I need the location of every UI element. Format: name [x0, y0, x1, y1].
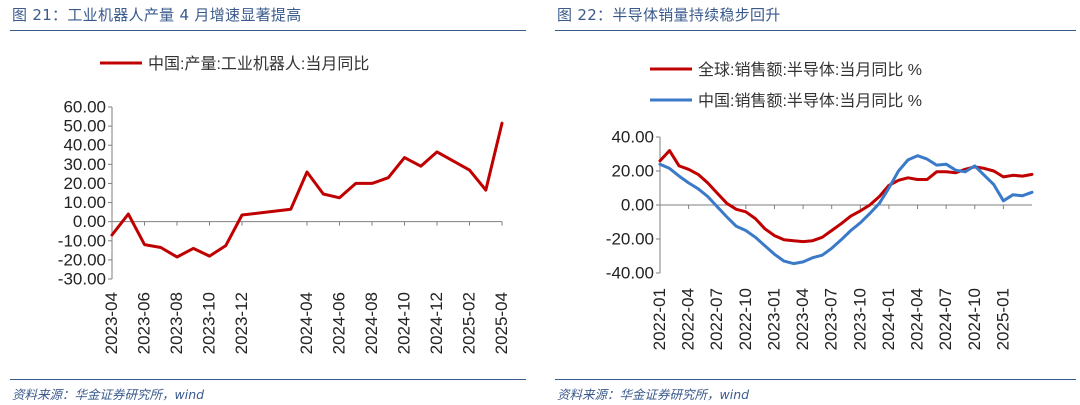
source-note: 资料来源：华金证券研究所，wind — [557, 387, 750, 402]
x-tick-label: 2022-04 — [679, 288, 698, 350]
x-tick-label: 2025-01 — [993, 288, 1012, 350]
x-tick-label: 2025-04 — [492, 292, 511, 354]
x-tick-label: 2024-10 — [965, 288, 984, 350]
x-tick-label: 2024-10 — [395, 292, 414, 354]
x-tick-label: 2023-08 — [167, 292, 186, 354]
y-tick-label: -30.00 — [58, 270, 106, 289]
x-tick-label: 2024-12 — [427, 292, 446, 354]
x-tick-label: 2024-01 — [879, 288, 898, 350]
x-tick-label: 2023-10 — [200, 292, 219, 354]
x-tick-label: 2024-04 — [908, 288, 927, 350]
x-tick-label: 2023-12 — [232, 292, 251, 354]
y-tick-label: 50.00 — [63, 117, 106, 136]
series-line — [110, 121, 504, 259]
source-divider — [10, 379, 526, 380]
chart-panel-robot-output: 图 21：工业机器人产量 4 月增速显著提高 60.00 50.00 40.00 30… — [0, 0, 530, 405]
y-tick-label: -20.00 — [606, 230, 654, 249]
y-tick-label: 60.00 — [63, 98, 106, 117]
y-tick-label: 10.00 — [63, 193, 106, 212]
y-tick-label: -20.00 — [58, 250, 106, 269]
x-tick-label: 2023-01 — [764, 288, 783, 350]
legend-label: 中国:产量:工业机器人:当月同比 — [148, 55, 369, 73]
x-tick-label: 2023-04 — [102, 292, 121, 354]
source-note: 资料来源：华金证券研究所，wind — [12, 387, 205, 402]
figure-title: 图 22：半导体销量持续稳步回升 — [557, 6, 781, 24]
title-divider — [10, 30, 526, 31]
legend-label: 全球:销售额:半导体:当月同比 % — [698, 61, 922, 79]
x-tick-label: 2024-04 — [297, 292, 316, 354]
y-tick-label: 20.00 — [611, 162, 654, 181]
series-line — [658, 154, 1034, 266]
title-divider — [555, 30, 1076, 31]
x-tick-label: 2025-02 — [460, 292, 479, 354]
x-tick-label: 2022-01 — [650, 288, 669, 350]
series-line — [658, 149, 1034, 244]
x-tick-label: 2023-07 — [822, 288, 841, 350]
figure-title: 图 21：工业机器人产量 4 月增速显著提高 — [12, 6, 302, 24]
x-tick-label: 2022-10 — [736, 288, 755, 350]
y-tick-label: 20.00 — [63, 174, 106, 193]
x-tick-label: 2022-07 — [707, 288, 726, 350]
y-tick-label: -10.00 — [58, 231, 106, 250]
y-tick-label: 40.00 — [63, 136, 106, 155]
source-divider — [555, 379, 1076, 380]
chart-panel-semiconductor-sales: 图 22：半导体销量持续稳步回升 40.00 20.00 0.00 -20.00 -40… — [545, 0, 1080, 405]
x-tick-label: 2024-06 — [330, 292, 349, 354]
y-tick-label: 0.00 — [73, 212, 106, 231]
x-tick-label: 2023-10 — [850, 288, 869, 350]
robot-output-chart: 60.0050.0040.0030.0020.0010.000.00-10.00… — [58, 55, 511, 354]
y-tick-label: 40.00 — [611, 128, 654, 147]
x-tick-label: 2024-08 — [362, 292, 381, 354]
x-tick-label: 2024-07 — [936, 288, 955, 350]
x-tick-label: 2023-04 — [793, 288, 812, 350]
semiconductor-sales-chart: 40.00 20.00 0.00 -20.00 -40.00 2022-01 2022-04… — [606, 61, 1034, 350]
y-tick-label: 30.00 — [63, 155, 106, 174]
y-tick-label: 0.00 — [621, 196, 654, 215]
legend-label: 中国:销售额:半导体:当月同比 % — [698, 92, 922, 110]
y-tick-label: -40.00 — [606, 264, 654, 283]
x-tick-label: 2023-06 — [135, 292, 154, 354]
